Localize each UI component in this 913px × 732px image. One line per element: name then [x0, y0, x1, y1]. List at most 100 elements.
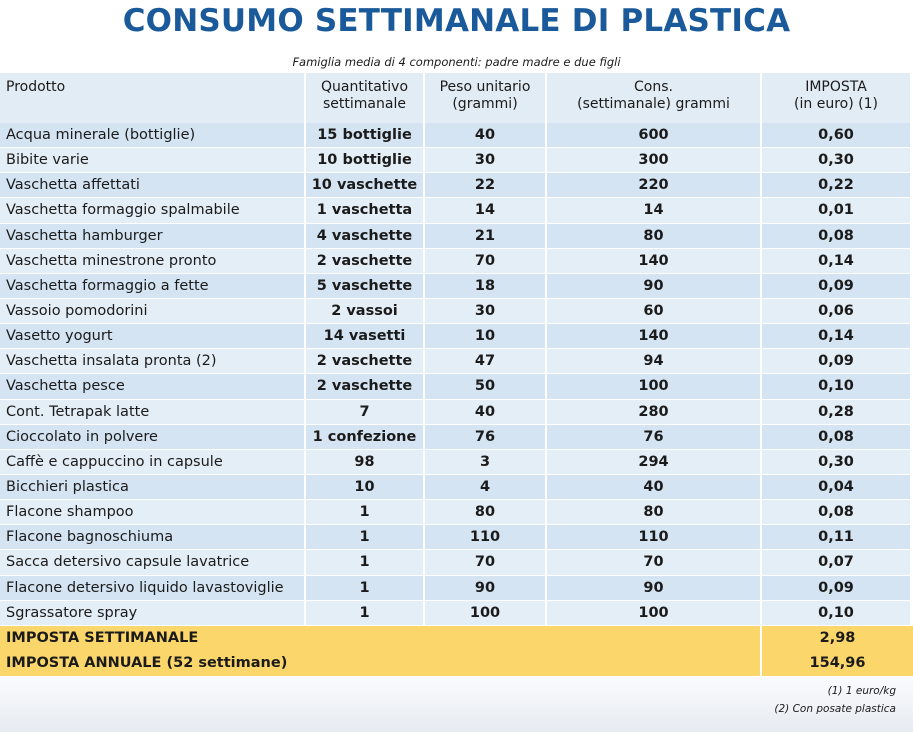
table-row: Vaschetta minestrone pronto 2 vaschette 70…: [0, 248, 913, 274]
cell-imposta: 0,08: [762, 424, 910, 450]
cell-imposta: 0,14: [762, 248, 910, 274]
cell-imposta: 0,04: [762, 474, 910, 501]
cell-peso: 70: [425, 550, 547, 576]
header-line: Cons.: [634, 79, 673, 95]
cell-quantitativo: 10 vaschette: [306, 173, 425, 199]
cell-quantitativo: 10 bottiglie: [306, 148, 425, 174]
table-row: Sgrassatore spray 1 100 100 0,10: [0, 600, 913, 626]
header-line: Peso unitario: [439, 79, 531, 95]
footnote: (2) Con posate plastica: [774, 703, 896, 715]
table-row: Vaschetta formaggio spalmabile 1 vaschett…: [0, 198, 913, 224]
cell-imposta: 0,07: [762, 550, 910, 576]
cell-peso: 30: [425, 298, 547, 325]
cell-prodotto: Flacone detersivo liquido lavastoviglie: [0, 575, 306, 601]
total-row-annual: IMPOSTA ANNUALE (52 settimane) 154,96: [0, 650, 913, 677]
table-row: Vaschetta hamburger 4 vaschette 21 80 0,08: [0, 223, 913, 249]
cell-consumo: 140: [547, 248, 762, 274]
table-header: Prodotto Quantitativo settimanale Peso u…: [0, 73, 913, 123]
total-label: IMPOSTA ANNUALE (52 settimane): [0, 650, 762, 677]
header-prodotto: Prodotto: [0, 73, 306, 123]
cell-quantitativo: 2 vaschette: [306, 248, 425, 274]
cell-consumo: 220: [547, 173, 762, 199]
cell-prodotto: Caffè e cappuccino in capsule: [0, 449, 306, 475]
table-row: Flacone detersivo liquido lavastoviglie 1…: [0, 575, 913, 601]
header-quantitativo: Quantitativo settimanale: [306, 73, 425, 123]
cell-quantitativo: 14 vasetti: [306, 324, 425, 350]
cell-consumo: 90: [547, 575, 762, 601]
header-line: (grammi): [452, 96, 518, 112]
cell-consumo: 600: [547, 123, 762, 149]
header-line: Prodotto: [6, 79, 66, 95]
cell-prodotto: Acqua minerale (bottiglie): [0, 123, 306, 149]
table-row: Flacone shampoo 1 80 80 0,08: [0, 500, 913, 526]
cell-imposta: 0,09: [762, 349, 910, 375]
table-row: Bicchieri plastica 10 4 40 0,04: [0, 474, 913, 501]
cell-consumo: 280: [547, 399, 762, 425]
cell-prodotto: Vaschetta insalata pronta (2): [0, 349, 306, 375]
table-row: Cioccolato in polvere 1 confezione 76 76 0,0…: [0, 424, 913, 450]
header-line: IMPOSTA: [805, 79, 867, 95]
cell-peso: 21: [425, 223, 547, 249]
cell-prodotto: Sacca detersivo capsule lavatrice: [0, 550, 306, 576]
cell-imposta: 0,30: [762, 449, 910, 475]
cell-quantitativo: 2 vassoi: [306, 298, 425, 325]
cell-consumo: 14: [547, 198, 762, 224]
cell-imposta: 0,06: [762, 298, 910, 325]
cell-peso: 10: [425, 324, 547, 350]
cell-quantitativo: 7: [306, 399, 425, 425]
cell-peso: 22: [425, 173, 547, 199]
header-imposta: IMPOSTA (in euro) (1): [762, 73, 910, 123]
cell-consumo: 294: [547, 449, 762, 475]
cell-quantitativo: 1: [306, 550, 425, 576]
cell-imposta: 0,01: [762, 198, 910, 224]
table-row: Vaschetta affettati 10 vaschette 22 220 0,22: [0, 173, 913, 199]
header-consumo: Cons. (settimanale) grammi: [547, 73, 762, 123]
cell-imposta: 0,10: [762, 600, 910, 626]
cell-peso: 14: [425, 198, 547, 224]
cell-quantitativo: 2 vaschette: [306, 374, 425, 400]
header-peso-unitario: Peso unitario (grammi): [425, 73, 547, 123]
cell-imposta: 0,22: [762, 173, 910, 199]
cell-peso: 4: [425, 474, 547, 501]
cell-prodotto: Vaschetta formaggio spalmabile: [0, 198, 306, 224]
cell-imposta: 0,09: [762, 273, 910, 299]
cell-consumo: 94: [547, 349, 762, 375]
cell-consumo: 100: [547, 600, 762, 626]
cell-quantitativo: 1 vaschetta: [306, 198, 425, 224]
table-row: Sacca detersivo capsule lavatrice 1 70 70 0,…: [0, 550, 913, 576]
cell-prodotto: Vaschetta pesce: [0, 374, 306, 400]
table-row: Vaschetta formaggio a fette 5 vaschette 18…: [0, 273, 913, 299]
cell-peso: 80: [425, 500, 547, 526]
cell-prodotto: Flacone bagnoschiuma: [0, 525, 306, 551]
cell-consumo: 100: [547, 374, 762, 400]
cell-imposta: 0,11: [762, 525, 910, 551]
cell-consumo: 90: [547, 273, 762, 299]
cell-peso: 110: [425, 525, 547, 551]
cell-quantitativo: 1: [306, 525, 425, 551]
cell-quantitativo: 15 bottiglie: [306, 123, 425, 149]
cell-consumo: 60: [547, 298, 762, 325]
cell-quantitativo: 1: [306, 600, 425, 626]
total-value: 154,96: [762, 650, 913, 677]
cell-prodotto: Vasetto yogurt: [0, 324, 306, 350]
cell-prodotto: Vaschetta hamburger: [0, 223, 306, 249]
cell-prodotto: Vaschetta affettati: [0, 173, 306, 199]
page-title: CONSUMO SETTIMANALE DI PLASTICA: [122, 3, 791, 39]
footnote: (1) 1 euro/kg: [827, 685, 896, 697]
page-subtitle: Famiglia media di 4 componenti: padre ma…: [292, 55, 621, 69]
cell-prodotto: Bibite varie: [0, 148, 306, 174]
cell-imposta: 0,30: [762, 148, 910, 174]
total-row-weekly: IMPOSTA SETTIMANALE 2,98: [0, 625, 913, 652]
cell-quantitativo: 10: [306, 474, 425, 501]
cell-quantitativo: 1 confezione: [306, 424, 425, 450]
cell-peso: 3: [425, 449, 547, 475]
header-line: (settimanale) grammi: [577, 96, 730, 112]
cell-imposta: 0,28: [762, 399, 910, 425]
cell-peso: 18: [425, 273, 547, 299]
cell-imposta: 0,14: [762, 324, 910, 350]
cell-quantitativo: 2 vaschette: [306, 349, 425, 375]
table-row: Acqua minerale (bottiglie) 15 bottiglie 40…: [0, 123, 913, 149]
cell-prodotto: Bicchieri plastica: [0, 474, 306, 501]
total-label: IMPOSTA SETTIMANALE: [0, 625, 762, 652]
cell-prodotto: Vassoio pomodorini: [0, 298, 306, 325]
